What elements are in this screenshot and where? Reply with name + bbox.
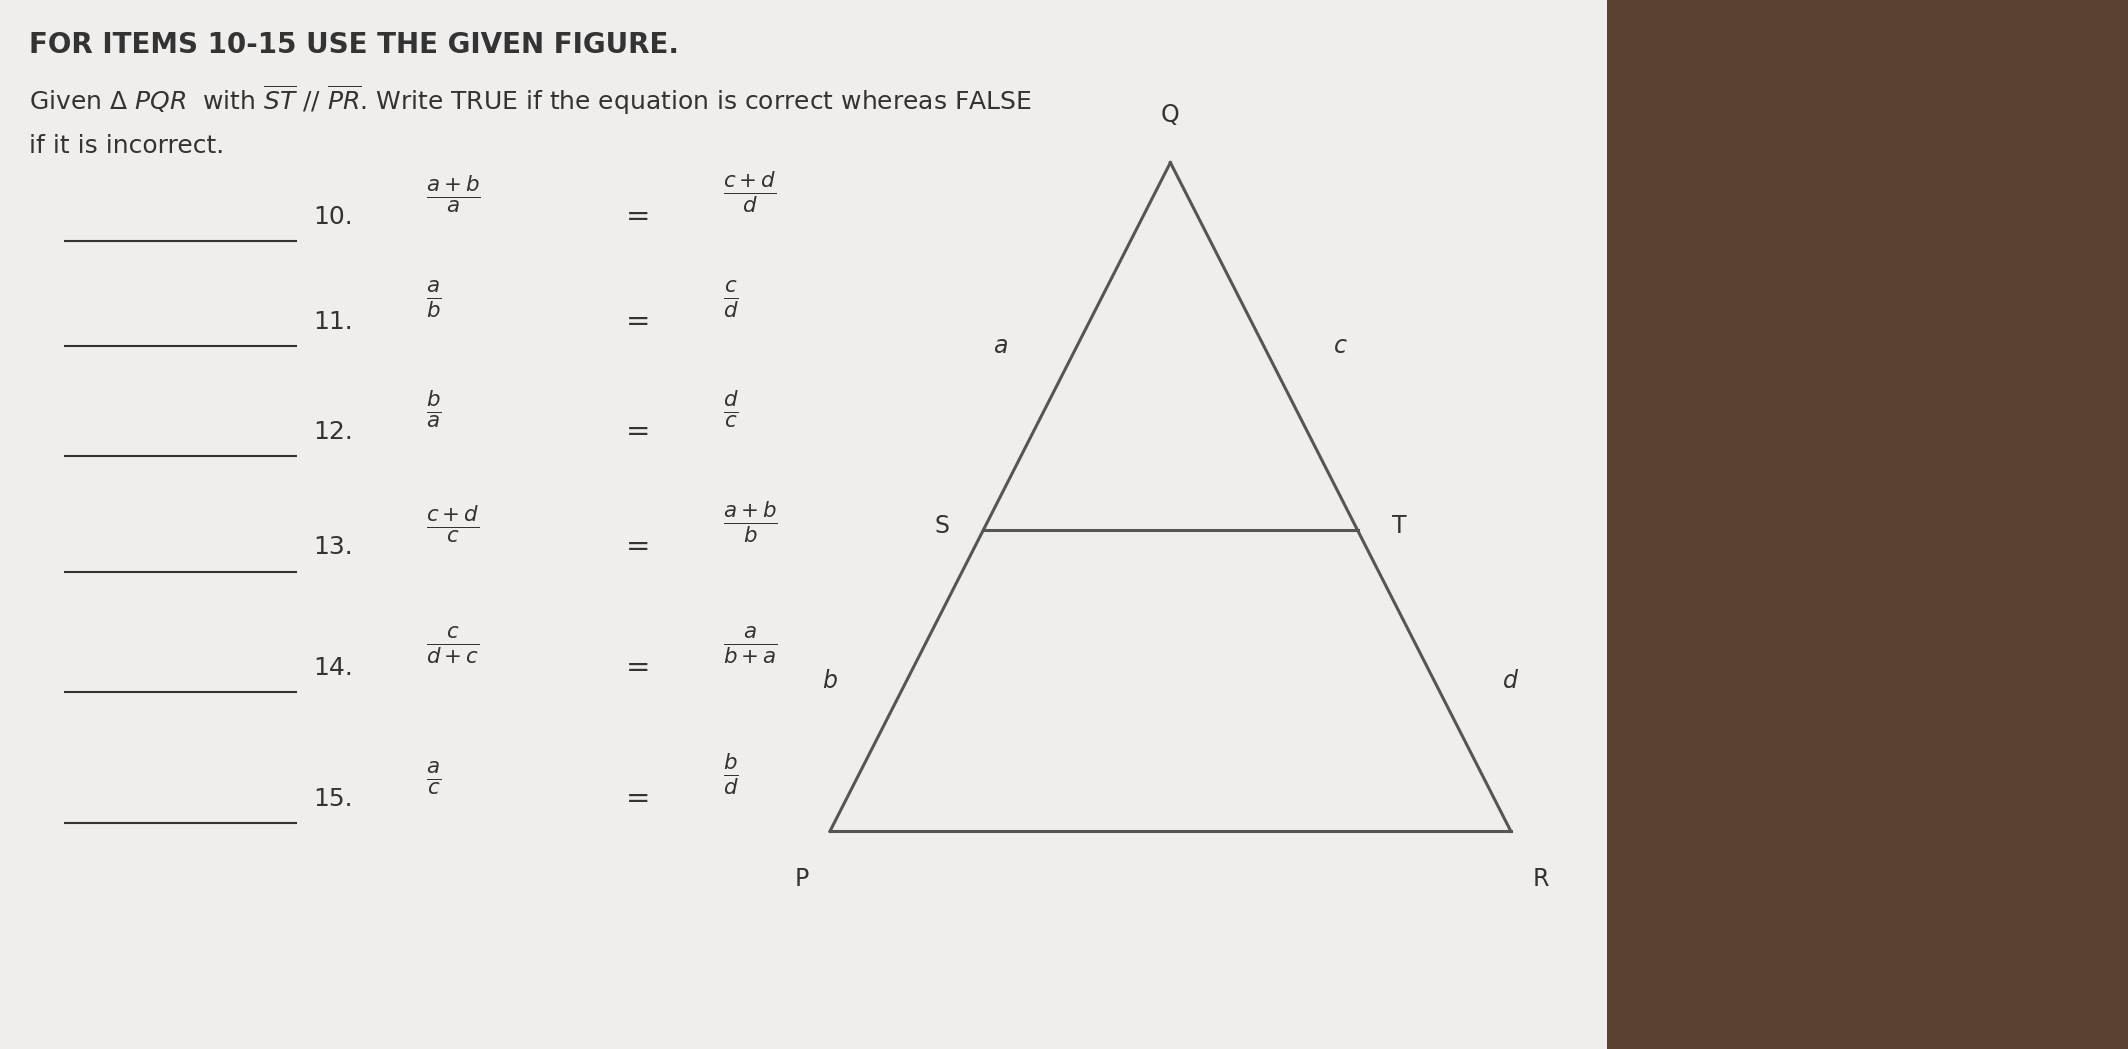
Text: $\frac{b}{d}$: $\frac{b}{d}$ (724, 751, 738, 797)
Text: a: a (994, 335, 1007, 359)
Text: $\frac{d}{c}$: $\frac{d}{c}$ (724, 388, 738, 430)
Text: $=$: $=$ (619, 783, 649, 811)
Text: T: T (1392, 514, 1407, 538)
Text: 11.: 11. (313, 309, 353, 334)
Text: $\frac{c}{d+c}$: $\frac{c}{d+c}$ (426, 624, 479, 666)
Text: $\frac{a+b}{a}$: $\frac{a+b}{a}$ (426, 173, 481, 215)
Text: $\frac{c+d}{c}$: $\frac{c+d}{c}$ (426, 504, 479, 545)
Text: P: P (794, 866, 809, 891)
Text: Given $\Delta$ $PQR$  with $\overline{ST}$ // $\overline{PR}$. Write TRUE if the: Given $\Delta$ $PQR$ with $\overline{ST}… (30, 84, 1032, 117)
Text: FOR ITEMS 10-15 USE THE GIVEN FIGURE.: FOR ITEMS 10-15 USE THE GIVEN FIGURE. (30, 31, 679, 60)
Text: 15.: 15. (313, 787, 353, 811)
Text: $=$: $=$ (619, 531, 649, 559)
Text: $\frac{c+d}{d}$: $\frac{c+d}{d}$ (724, 169, 777, 215)
Text: $\frac{a}{b}$: $\frac{a}{b}$ (426, 278, 440, 320)
Text: b: b (821, 669, 838, 693)
Text: 14.: 14. (313, 656, 353, 680)
Text: $=$: $=$ (619, 415, 649, 444)
Text: if it is incorrect.: if it is incorrect. (30, 134, 223, 158)
Text: $=$: $=$ (619, 200, 649, 229)
Text: 10.: 10. (313, 205, 353, 229)
Text: $\frac{b}{a}$: $\frac{b}{a}$ (426, 388, 440, 430)
Text: 13.: 13. (313, 535, 353, 559)
Text: $\frac{a}{b+a}$: $\frac{a}{b+a}$ (724, 624, 779, 666)
Text: 12.: 12. (313, 420, 353, 444)
Text: $\frac{a+b}{b}$: $\frac{a+b}{b}$ (724, 499, 779, 545)
Text: $\frac{a}{c}$: $\frac{a}{c}$ (426, 759, 440, 797)
Text: $=$: $=$ (619, 651, 649, 680)
Text: R: R (1532, 866, 1549, 891)
Text: Q: Q (1162, 103, 1179, 127)
Text: $\frac{c}{d}$: $\frac{c}{d}$ (724, 278, 738, 320)
Text: S: S (934, 514, 949, 538)
Text: $=$: $=$ (619, 305, 649, 334)
Bar (1607, 0, 2128, 1049)
Text: d: d (1502, 669, 1519, 693)
Text: c: c (1334, 335, 1347, 359)
